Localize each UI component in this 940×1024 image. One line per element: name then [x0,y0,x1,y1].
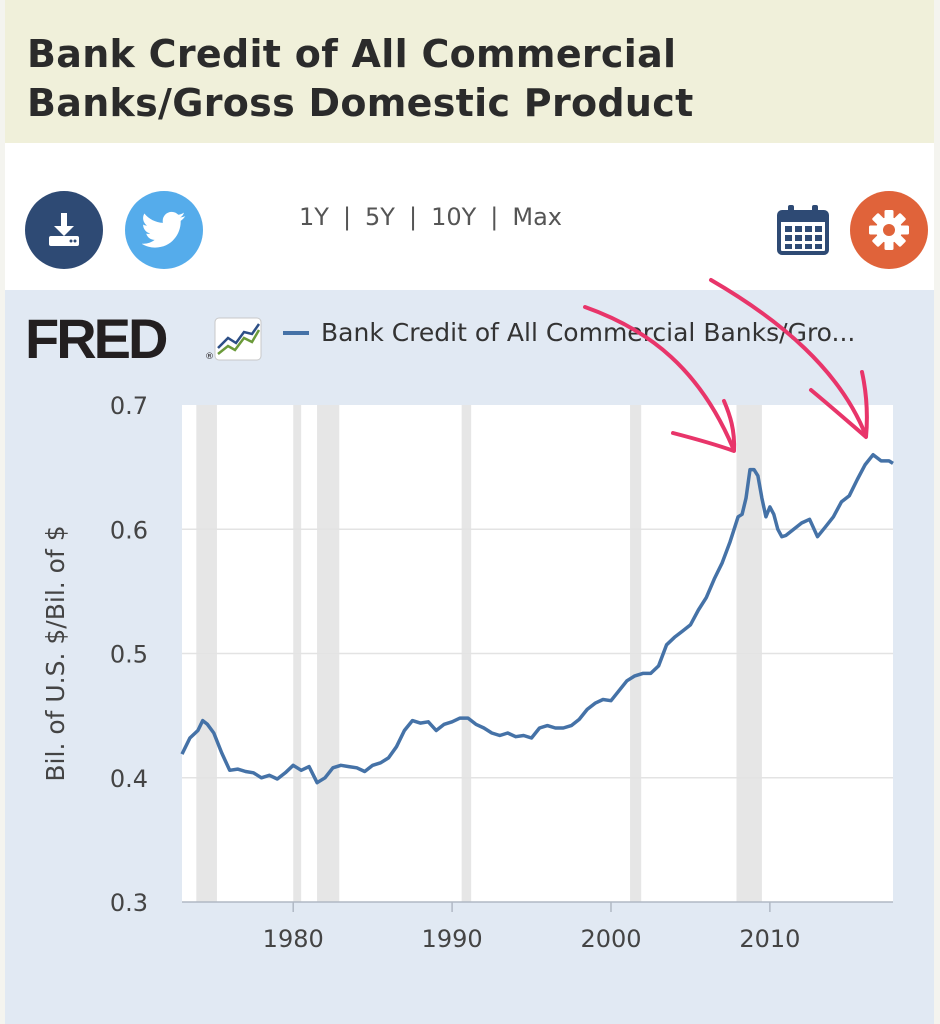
toolbar: 1Y | 5Y | 10Y | Max [5,143,934,290]
twitter-button[interactable] [125,191,203,269]
x-tick-label: 2010 [739,925,800,953]
y-tick-label: 0.3 [110,889,148,917]
range-10y[interactable]: 10Y [431,203,477,231]
page-title: Bank Credit of All Commercial Banks/Gros… [27,30,694,128]
frame-left [0,0,5,1024]
annotation-arrow-2 [709,278,868,438]
date-range-selector: 1Y | 5Y | 10Y | Max [295,203,566,231]
annotation-arrowhead-2 [809,370,869,439]
download-icon [49,213,79,246]
fred-chart-icon [214,317,262,361]
annotation-arrowhead-1 [671,399,737,453]
y-axis-label: Bil. of U.S. $/Bil. of $ [41,525,70,781]
range-separator: | [490,203,499,231]
range-max[interactable]: Max [512,203,562,231]
calendar-icon[interactable] [777,203,829,255]
x-tick-label: 1980 [263,925,324,953]
legend-swatch [283,330,309,335]
y-tick-label: 0.6 [110,516,148,544]
range-separator: | [408,203,418,231]
range-1y[interactable]: 1Y [299,203,329,231]
download-button[interactable] [25,191,103,269]
fred-logo-text: FRED [25,310,167,370]
frame-right [934,0,940,1024]
y-tick-label: 0.7 [110,392,148,420]
range-separator: | [342,203,352,231]
series-line [180,452,894,785]
annotation-arrow-1 [583,305,735,450]
twitter-icon [142,211,186,248]
gear-icon [869,210,909,250]
title-header: Bank Credit of All Commercial Banks/Gros… [5,0,934,143]
settings-button[interactable] [850,191,928,269]
legend-label: Bank Credit of All Commercial Banks/Gro.… [321,318,856,347]
title-line-2: Banks/Gross Domestic Product [27,81,694,125]
title-line-1: Bank Credit of All Commercial [27,32,677,76]
x-tick-label: 2000 [580,925,641,953]
fred-registered-mark: ® [205,352,214,362]
y-tick-label: 0.5 [110,641,148,669]
y-tick-label: 0.4 [110,765,148,793]
range-5y[interactable]: 5Y [365,203,395,231]
x-tick-label: 1990 [422,925,483,953]
chart-legend[interactable]: Bank Credit of All Commercial Banks/Gro.… [283,318,855,347]
fred-logo: FRED ® [25,310,262,370]
